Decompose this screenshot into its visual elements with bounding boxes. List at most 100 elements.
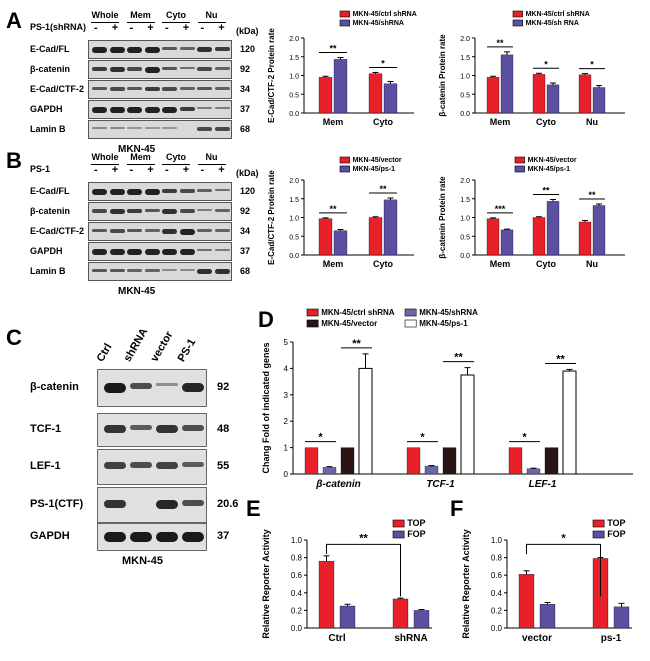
blot-band bbox=[182, 532, 204, 542]
bar bbox=[486, 218, 500, 256]
blot-band bbox=[156, 425, 178, 433]
sign-label: - bbox=[165, 22, 169, 34]
legend-label: MKN-45/ps-1 bbox=[353, 166, 396, 173]
fraction-header: Mem bbox=[130, 152, 151, 162]
blot-band bbox=[182, 383, 204, 392]
y-tick-label: 0.8 bbox=[291, 554, 303, 563]
blot-band bbox=[214, 86, 230, 90]
legend-swatch bbox=[404, 319, 417, 328]
blot-band bbox=[162, 188, 177, 194]
y-tick-label: 0.0 bbox=[291, 624, 303, 633]
sign-label: - bbox=[165, 164, 169, 176]
chart-a-ecad-ctf2: 0.0 0.5 1.0 1.5 2.0 E-Cad/CTF-2 Protein rate M… bbox=[267, 10, 417, 127]
significance-marker: ** bbox=[542, 186, 550, 196]
blot-band bbox=[130, 532, 152, 542]
y-tick-label: 2.0 bbox=[289, 178, 299, 185]
row-label: GAPDH bbox=[30, 104, 63, 114]
blot-band bbox=[179, 188, 195, 193]
blot-band bbox=[92, 66, 107, 72]
blot-band bbox=[156, 462, 178, 469]
legend-label: MKN-45/vector bbox=[528, 157, 577, 164]
blot-band bbox=[144, 268, 160, 272]
blot-strip bbox=[97, 487, 207, 523]
chart-f-reporter: 0.0 0.2 0.4 0.6 0.8 1.0 Relative Reporter Acti… bbox=[461, 510, 632, 644]
bar bbox=[318, 560, 335, 629]
blot-band bbox=[127, 66, 142, 71]
y-tick-label: 1.0 bbox=[460, 74, 470, 81]
y-tick-label: 4 bbox=[284, 364, 289, 373]
sign-label: - bbox=[129, 164, 134, 176]
blot-band bbox=[156, 500, 178, 509]
blot-band bbox=[214, 46, 230, 52]
y-axis-label: E-Cad/CTF-2 Protein rate bbox=[267, 28, 276, 123]
x-tick-label: Ctrl bbox=[328, 633, 345, 644]
bar bbox=[318, 77, 333, 114]
fraction-header: Nu bbox=[205, 152, 218, 162]
blot-band bbox=[92, 126, 107, 129]
blot-band bbox=[156, 383, 178, 386]
blot-band bbox=[214, 106, 230, 109]
bar bbox=[546, 201, 560, 256]
sign-label: - bbox=[94, 22, 98, 34]
blot-band bbox=[162, 46, 177, 51]
blot-band bbox=[197, 86, 212, 91]
row-label: GAPDH bbox=[30, 530, 70, 542]
fraction-underline bbox=[197, 164, 226, 165]
blot-band bbox=[104, 500, 126, 508]
y-tick-label: 2 bbox=[284, 417, 289, 426]
blot-band bbox=[179, 66, 195, 69]
x-tick-label: LEF-1 bbox=[529, 479, 557, 490]
legend-swatch bbox=[392, 519, 405, 528]
significance-marker: * bbox=[318, 432, 323, 444]
kda-value: 92 bbox=[240, 206, 251, 216]
bar bbox=[304, 447, 319, 475]
legend-swatch bbox=[339, 156, 350, 164]
blot-band bbox=[109, 208, 125, 214]
blot-band bbox=[104, 383, 126, 393]
fraction-underline bbox=[91, 164, 119, 165]
y-tick-label: 1.0 bbox=[460, 216, 470, 223]
x-tick-label: Nu bbox=[586, 259, 598, 269]
blot-band bbox=[127, 268, 142, 272]
bar bbox=[424, 465, 439, 475]
significance-bracket bbox=[526, 543, 601, 597]
kda-value: 68 bbox=[240, 124, 251, 134]
blot-strip bbox=[88, 60, 232, 79]
kda-value: 37 bbox=[240, 246, 251, 256]
legend-label: MKN-45/ps-1 bbox=[419, 319, 468, 328]
fraction-underline bbox=[126, 22, 155, 23]
bar bbox=[532, 217, 546, 256]
y-tick-label: 2.0 bbox=[460, 178, 470, 185]
y-tick-label: 0.0 bbox=[460, 253, 470, 260]
panel-label-d: D bbox=[258, 307, 274, 332]
y-axis-label: Chang Fold of indicated genes bbox=[261, 342, 271, 473]
x-tick-label: vector bbox=[522, 633, 552, 644]
row-label: E-Cad/FL bbox=[30, 186, 70, 196]
blot-strip bbox=[88, 222, 232, 241]
x-tick-label: Mem bbox=[490, 117, 511, 127]
lane-label: shRNA bbox=[121, 326, 151, 364]
row-label: β-catenin bbox=[30, 381, 79, 393]
bar bbox=[322, 467, 337, 475]
significance-marker: ** bbox=[496, 38, 504, 48]
row-label: PS-1(CTF) bbox=[30, 498, 84, 510]
bar bbox=[339, 605, 356, 629]
blot-band bbox=[179, 86, 195, 90]
bar bbox=[340, 447, 355, 475]
fraction-header: Cyto bbox=[166, 152, 186, 162]
x-tick-label: Cyto bbox=[373, 117, 394, 127]
legend-label: MKN-45/ctrl shRNA bbox=[321, 308, 395, 317]
bar bbox=[508, 447, 523, 475]
blot-band bbox=[156, 532, 178, 542]
chart-title: MKN-45 bbox=[541, 510, 579, 513]
kda-value: 92 bbox=[240, 64, 251, 74]
legend-label: MKN-45/ctrl shRNA bbox=[353, 11, 417, 18]
blot-strip bbox=[88, 40, 232, 59]
blot-band bbox=[92, 228, 107, 233]
blot-strip bbox=[88, 242, 232, 261]
y-tick-label: 1 bbox=[284, 444, 289, 453]
blot-band bbox=[179, 228, 195, 235]
bar bbox=[406, 447, 421, 475]
legend-swatch bbox=[392, 530, 405, 539]
y-axis-label: E-Cad/CTF-2 Protein rate bbox=[267, 170, 276, 265]
